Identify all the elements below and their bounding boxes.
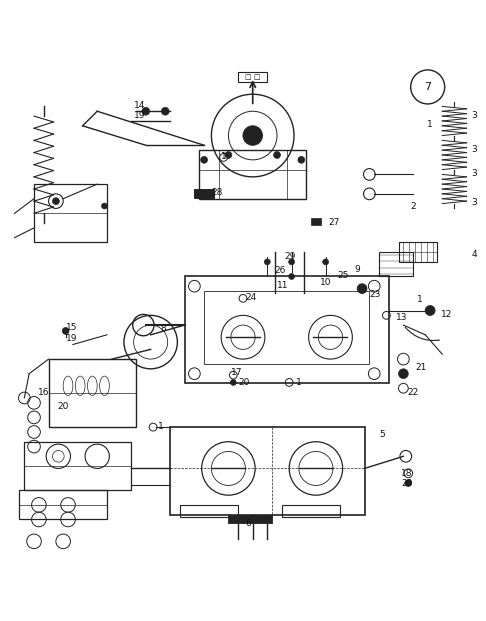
Circle shape — [289, 259, 295, 265]
Text: 3: 3 — [471, 111, 477, 120]
Circle shape — [102, 203, 107, 209]
Text: 20: 20 — [57, 402, 69, 411]
Text: 3: 3 — [471, 145, 477, 153]
Text: 19: 19 — [134, 111, 145, 120]
Text: 19: 19 — [66, 334, 77, 343]
Text: 11: 11 — [277, 281, 289, 290]
Bar — [204, 291, 369, 364]
Text: 1: 1 — [221, 152, 227, 161]
Circle shape — [298, 156, 305, 163]
Text: 18: 18 — [401, 469, 413, 478]
Bar — [180, 505, 238, 517]
Circle shape — [142, 107, 150, 115]
Text: 20: 20 — [238, 378, 249, 387]
Circle shape — [399, 369, 408, 379]
Circle shape — [289, 274, 295, 279]
Circle shape — [225, 152, 232, 158]
Bar — [228, 515, 272, 524]
Bar — [170, 427, 364, 515]
Text: 3: 3 — [471, 198, 477, 207]
Circle shape — [161, 107, 169, 115]
Bar — [24, 442, 131, 491]
Text: 1: 1 — [295, 378, 301, 387]
Text: □ □: □ □ — [245, 75, 260, 80]
Text: 2: 2 — [411, 201, 417, 211]
Bar — [399, 242, 437, 262]
Circle shape — [201, 156, 208, 163]
Text: 4: 4 — [471, 250, 477, 259]
Text: 12: 12 — [441, 310, 452, 319]
Text: 1: 1 — [158, 422, 164, 431]
Text: 23: 23 — [369, 291, 381, 299]
Text: 7: 7 — [424, 82, 431, 92]
Circle shape — [230, 379, 236, 386]
Circle shape — [274, 152, 280, 158]
Circle shape — [425, 306, 435, 315]
Bar — [49, 359, 136, 427]
Text: 9: 9 — [355, 265, 361, 274]
Text: 20: 20 — [401, 479, 412, 487]
Text: 13: 13 — [396, 313, 408, 322]
Bar — [185, 276, 389, 383]
Text: 16: 16 — [38, 388, 50, 397]
Text: 25: 25 — [338, 271, 349, 280]
Text: 29: 29 — [284, 252, 295, 261]
Bar — [282, 505, 340, 517]
Bar — [34, 184, 107, 242]
Circle shape — [323, 259, 329, 265]
Text: 27: 27 — [328, 217, 339, 227]
Text: 22: 22 — [407, 388, 418, 397]
Text: 26: 26 — [275, 266, 286, 275]
Text: 1: 1 — [427, 120, 433, 129]
Bar — [263, 517, 271, 521]
Bar — [199, 150, 306, 199]
Bar — [234, 517, 242, 521]
Text: 15: 15 — [66, 323, 77, 332]
Text: 10: 10 — [320, 278, 331, 288]
Bar — [19, 491, 107, 520]
Bar — [238, 73, 267, 82]
Text: 8: 8 — [160, 324, 166, 333]
Circle shape — [52, 197, 59, 204]
Bar — [379, 252, 413, 276]
Circle shape — [405, 479, 412, 486]
Text: 21: 21 — [416, 363, 427, 373]
Text: 6: 6 — [245, 519, 251, 528]
Text: 17: 17 — [231, 368, 243, 377]
Circle shape — [62, 327, 69, 334]
Bar — [249, 517, 257, 521]
Text: 28: 28 — [211, 188, 223, 197]
Circle shape — [264, 259, 270, 265]
Circle shape — [243, 126, 262, 145]
Text: 1: 1 — [417, 296, 423, 304]
Text: 5: 5 — [379, 430, 385, 439]
Text: 14: 14 — [134, 101, 145, 110]
Text: 24: 24 — [245, 293, 257, 302]
Text: 3: 3 — [471, 169, 477, 178]
Bar — [311, 218, 321, 225]
Circle shape — [357, 284, 367, 294]
Bar — [194, 189, 214, 197]
